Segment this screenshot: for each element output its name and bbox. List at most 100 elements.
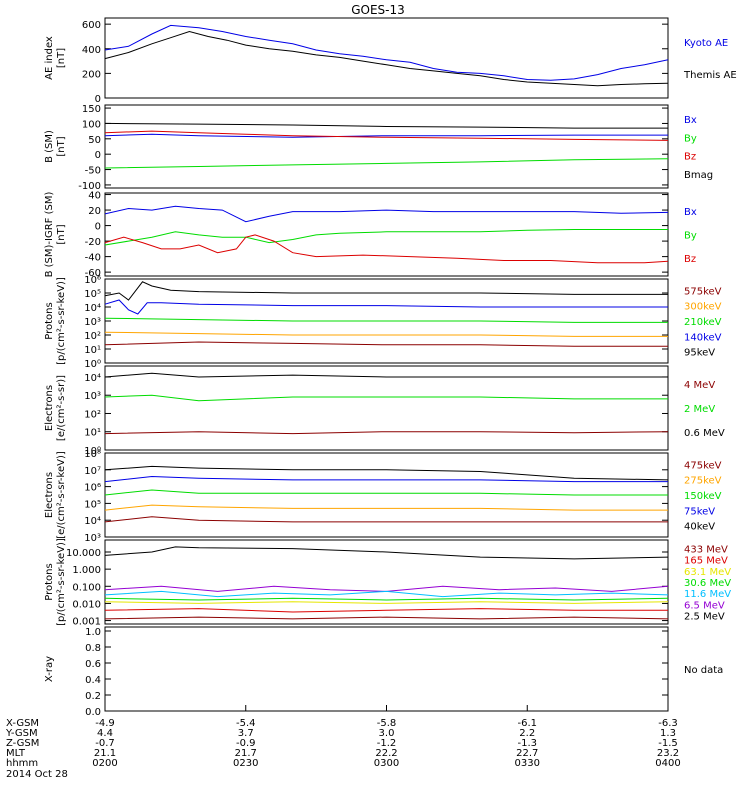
x-row-label: 2014 Oct 28 [6,769,68,780]
x-tick-label: -1.3 [517,738,537,749]
series-line-4-mev [104,431,669,435]
y-tick-label: 0.100 [72,582,101,593]
x-tick-label: -6.3 [658,718,678,729]
y-axis-label: B (SM)-IGRF (SM) [44,192,55,278]
x-tick-label: 23.2 [657,748,679,759]
series-line-210kev [104,317,668,323]
y-tick-label: 10³ [84,391,101,402]
legend-label: 2 MeV [684,404,715,415]
y-tick-label: -40 [85,253,101,264]
y-tick-label: 10³ [84,317,101,328]
series-line-433-mev [104,616,669,620]
y-tick-label: 10⁰ [84,359,101,370]
legend-label: 575keV [684,286,722,297]
y-tick-label: -50 [85,166,101,177]
y-tick-label: 10.000 [66,548,101,559]
y-tick-label: 0.001 [72,617,101,628]
y-tick-label: 10⁵ [84,289,101,300]
series-line-575kev [104,341,668,347]
y-axis-label: AE index [44,36,55,80]
series-line-kyoto-ae [104,24,669,81]
series-line-11.6-mev [104,590,669,598]
legend-label: 0.6 MeV [684,428,725,439]
legend-label: 140keV [684,332,722,343]
x-row-label: MLT [6,748,26,759]
legend-label: 300keV [684,302,722,313]
x-tick-label: 0200 [92,758,117,769]
x-tick-label: 0300 [374,758,399,769]
series-line-300kev [104,331,668,337]
y-tick-label: -60 [85,268,101,279]
legend-label: Bmag [684,170,713,181]
legend-label: Bx [684,207,697,218]
chart-title: GOES-13 [351,3,405,17]
x-tick-label: 3.0 [379,728,395,739]
x-tick-label: 2.2 [519,728,535,739]
legend-label: Themis AE [683,70,737,81]
y-tick-label: 10¹ [84,428,101,439]
y-tick-label: 0 [95,222,101,233]
panel-frame [104,17,669,99]
x-tick-label: 21.7 [235,748,257,759]
y-tick-label: 10⁴ [84,516,101,527]
x-tick-label: 0400 [655,758,680,769]
legend-label: 75keV [684,506,715,517]
y-axis-label: [nT] [56,136,67,156]
y-tick-label: 10¹ [84,345,101,356]
series-line-140kev [104,299,668,315]
series-line-2.5-mev [104,546,669,560]
series-line-75kev [104,475,668,483]
panel-frame [104,192,669,277]
y-axis-label: [p/(cm²-s-sr-keV)] [56,277,67,365]
y-tick-label: -100 [78,181,101,192]
y-tick-label: 10² [84,331,101,342]
y-tick-label: 1.0 [85,627,101,638]
y-tick-label: 0.0 [85,707,101,718]
panel-frame [104,365,669,451]
y-tick-label: 0.6 [85,659,101,670]
y-axis-label: Protons [44,302,55,339]
y-tick-label: 10⁰ [84,446,101,457]
legend-label: 4 MeV [684,380,715,391]
y-tick-label: 200 [82,69,101,80]
legend-label: 95keV [684,348,715,359]
series-line-165-mev [104,608,668,613]
panel-6: 10³ 10⁴ 10⁵ 10⁶ 10⁷ 10⁸ Electrons [e/(cm²-s-sr-… [44,449,722,544]
legend-label: No data [684,665,723,676]
series-line-2-mev [104,394,668,402]
y-tick-label: -20 [85,237,101,248]
legend-label: 150keV [684,491,722,502]
legend-label: Bx [684,115,697,126]
series-line-275kev [104,504,668,511]
y-axis-label: B (SM) [44,130,55,163]
x-row-label: Y-GSM [5,728,38,739]
y-axis-label: Protons [44,563,55,600]
legend-label: 30.6 MeV [684,578,731,589]
panel-frame [104,104,669,189]
series-line-themis-ae [104,30,669,87]
series-line-bz [104,234,669,264]
x-tick-label: 0230 [233,758,258,769]
series-line-by [104,229,668,246]
y-axis-label: [e/(cm²-s-sr-keV)] [56,451,67,539]
y-tick-label: 0.8 [85,643,101,654]
x-tick-label: 22.7 [516,748,538,759]
legend-label: 433 MeV [684,544,728,555]
y-tick-label: 10⁸ [84,449,101,460]
panel-7: 0.001 0.010 0.100 1.000 10.000 Protons [p/(cm²… [44,538,731,628]
y-axis-label: [e/(cm²-s-sr)] [56,375,67,441]
x-tick-label: 4.4 [97,728,113,739]
y-tick-label: 400 [82,45,101,56]
y-tick-label: 10⁵ [84,499,101,510]
y-axis-label: [nT] [56,224,67,244]
series-line-150kev [104,489,668,496]
series-line-bmag [104,122,668,129]
y-axis-label: Electrons [44,385,55,431]
panel-1: 0 200 400 600 AE index [nT] Kyoto AE Themis AE [44,17,737,105]
y-tick-label: 40 [88,191,101,202]
y-axis-label: [nT] [56,48,67,68]
x-tick-label: -5.8 [377,718,397,729]
y-tick-label: 50 [88,135,101,146]
x-tick-label: -1.5 [658,738,678,749]
